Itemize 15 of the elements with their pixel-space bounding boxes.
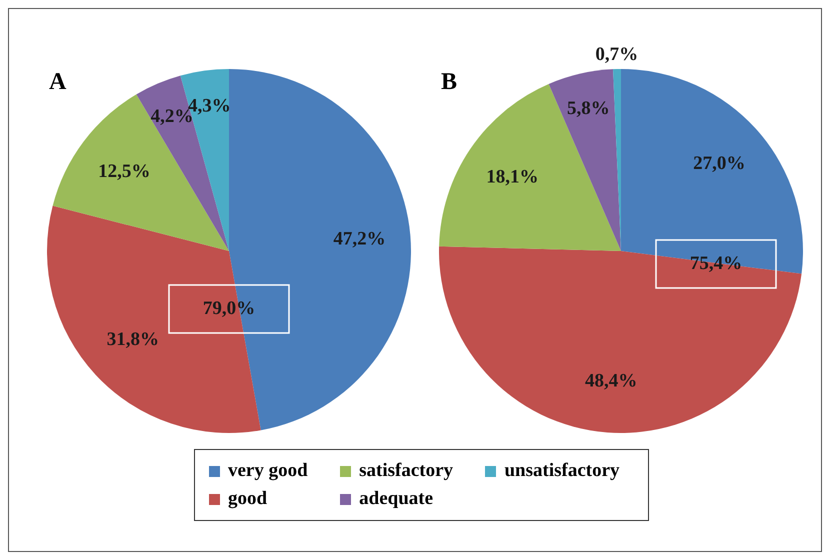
legend-label: unsatisfactory bbox=[504, 460, 620, 482]
data-label: 31,8% bbox=[106, 329, 160, 350]
legend-label: very good bbox=[228, 460, 308, 482]
data-label: 27,0% bbox=[693, 153, 746, 174]
data-label: 47,2% bbox=[333, 228, 386, 250]
chart-title: A bbox=[49, 69, 66, 96]
text: B bbox=[441, 69, 458, 96]
data-label: 48,4% bbox=[585, 370, 638, 392]
legend-label: satisfactory bbox=[359, 460, 454, 482]
legend-label: good bbox=[228, 488, 268, 510]
data-label: 0,7% bbox=[595, 44, 638, 65]
data-label: 12,5% bbox=[98, 161, 150, 182]
data-label: 5,8% bbox=[566, 98, 610, 120]
data-label: 18,1% bbox=[486, 166, 539, 188]
legend-label: adequate bbox=[359, 488, 434, 510]
